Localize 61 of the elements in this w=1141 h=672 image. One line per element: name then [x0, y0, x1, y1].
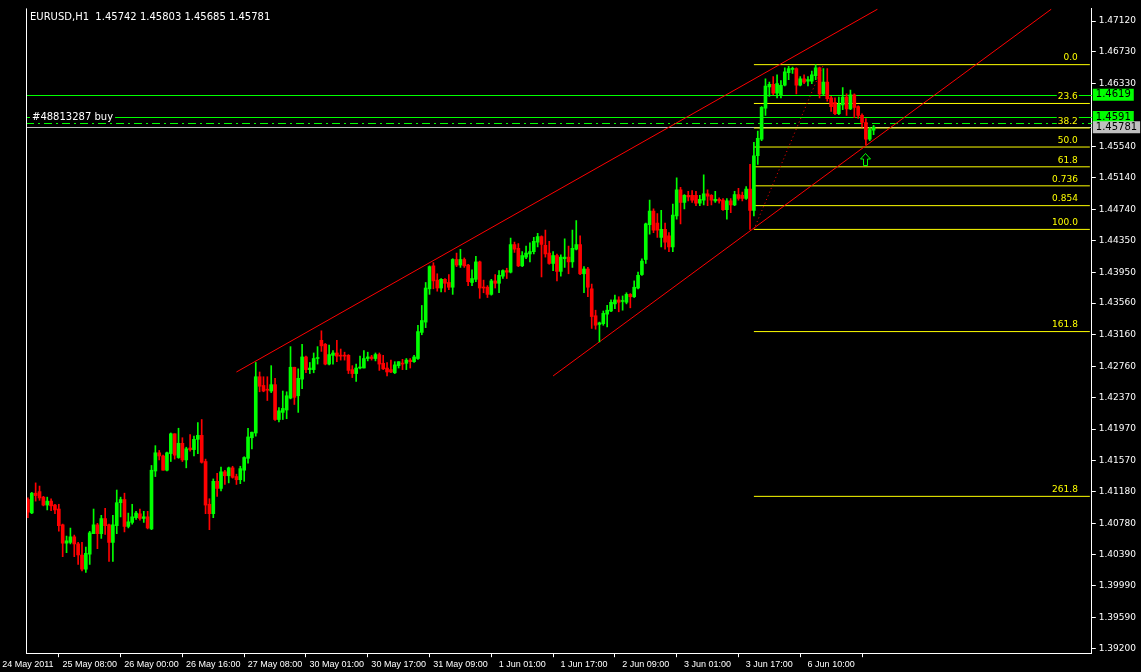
x-tick-label: 30 May 17:00 [371, 659, 426, 670]
y-tick-label: 1.41970 [1098, 423, 1137, 434]
ref-line-label: 1.45781 [1095, 120, 1138, 132]
series-label: 261.8 [1052, 484, 1079, 495]
y-tick-label: 1.47120 [1098, 15, 1137, 26]
candlestick [307, 362, 312, 374]
x-tick-label: 25 May 08:00 [62, 659, 117, 670]
series-label: 50.0 [1057, 134, 1079, 145]
y-tick-label: 1.43950 [1098, 266, 1137, 277]
y-tick-label: 1.39590 [1098, 611, 1137, 622]
x-tick-label: 3 Jun 17:00 [745, 659, 793, 670]
x-tick-label: 24 May 2011 [2, 659, 54, 670]
y-tick-label: 1.39200 [1098, 642, 1137, 653]
series-label: 38.2 [1057, 115, 1078, 126]
series-label: 0.736 [1052, 173, 1079, 184]
x-tick-label: 1 Jun 17:00 [560, 659, 608, 670]
candlestick [582, 266, 586, 294]
candlestick [196, 422, 200, 454]
series-label: 0.854 [1052, 193, 1079, 204]
y-tick-label: 1.40390 [1098, 548, 1137, 559]
series-label: 100.0 [1052, 217, 1079, 228]
candlestick [562, 238, 567, 268]
x-tick-label: 30 May 01:00 [309, 659, 365, 670]
x-tick-label: 27 May 08:00 [247, 659, 303, 670]
y-tick-label: 1.44350 [1098, 234, 1137, 245]
candlestick [389, 359, 393, 374]
y-tick-label: 1.43560 [1098, 297, 1137, 308]
series-label: 0.0 [1063, 52, 1079, 63]
series-label: 23.6 [1057, 91, 1079, 102]
y-tick-label: 1.43160 [1098, 329, 1137, 340]
x-tick-label: 31 May 09:00 [433, 659, 488, 670]
y-tick-label: 1.46330 [1098, 78, 1137, 88]
y-tick-label: 1.45140 [1098, 172, 1137, 183]
candlestick [141, 511, 146, 523]
series-label: 161.8 [1052, 319, 1079, 330]
ref-line-label: #48813287 buy [32, 110, 114, 122]
chart-title: EURUSD,H1 1.45742 1.45803 1.45685 1.45781 [30, 10, 271, 22]
x-tick-label: 6 Jun 10:00 [807, 659, 855, 670]
y-tick-label: 1.41180 [1098, 485, 1137, 496]
candlestick [713, 191, 718, 203]
y-tick-label: 1.44740 [1098, 203, 1137, 214]
x-tick-label: 26 May 16:00 [186, 659, 241, 670]
y-tick-label: 1.42370 [1098, 391, 1137, 402]
y-tick-label: 1.46730 [1098, 46, 1137, 57]
y-tick-label: 1.39990 [1098, 580, 1137, 591]
candlestick [280, 390, 285, 420]
candlestick [269, 365, 274, 393]
y-tick-label: 1.40780 [1098, 517, 1137, 528]
x-tick-label: 2 Jun 09:00 [622, 659, 670, 670]
candlestick [188, 434, 192, 452]
ref-line-label: 1.4619 [1095, 88, 1131, 100]
candlestick [493, 274, 498, 289]
ref-line-label: 1.4591 [1095, 110, 1131, 122]
x-tick-label: 3 Jun 01:00 [684, 659, 732, 670]
series-label: 61.8 [1057, 154, 1079, 165]
y-tick-label: 1.41570 [1098, 455, 1137, 466]
x-tick-label: 26 May 00:00 [124, 659, 179, 670]
y-tick-label: 1.45540 [1098, 140, 1137, 151]
x-tick-label: 1 Jun 01:00 [498, 659, 546, 670]
y-tick-label: 1.42760 [1098, 360, 1137, 371]
candlestick [408, 358, 413, 369]
